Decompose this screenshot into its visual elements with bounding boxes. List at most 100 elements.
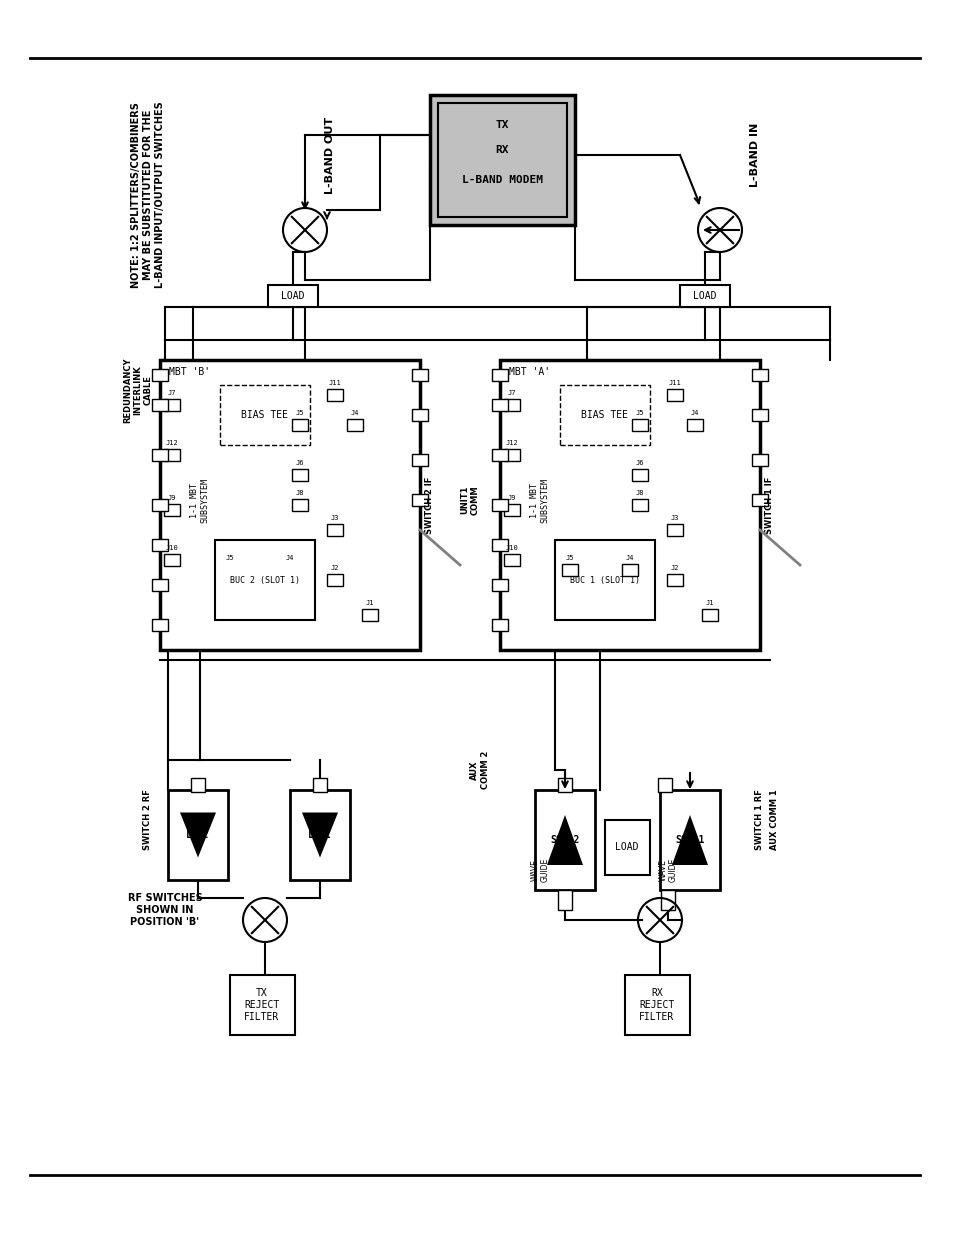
FancyBboxPatch shape — [412, 494, 428, 506]
FancyBboxPatch shape — [503, 450, 519, 461]
Text: J9: J9 — [507, 495, 516, 501]
Text: L-BAND OUT: L-BAND OUT — [325, 116, 335, 194]
FancyBboxPatch shape — [313, 778, 327, 792]
Polygon shape — [302, 813, 337, 857]
FancyBboxPatch shape — [164, 399, 180, 411]
FancyBboxPatch shape — [604, 820, 649, 876]
FancyBboxPatch shape — [412, 409, 428, 421]
Text: UNIT1
COMM: UNIT1 COMM — [459, 485, 479, 515]
FancyBboxPatch shape — [621, 564, 638, 576]
Text: TX
REJECT
FILTER: TX REJECT FILTER — [244, 988, 279, 1021]
FancyBboxPatch shape — [361, 609, 377, 621]
FancyBboxPatch shape — [679, 285, 729, 308]
FancyBboxPatch shape — [499, 359, 760, 650]
FancyBboxPatch shape — [492, 499, 507, 511]
Text: BUC 2 (SLOT 1): BUC 2 (SLOT 1) — [230, 576, 299, 584]
Text: NOTE: 1:2 SPLITTERS/COMBINERS
MAY BE SUBSTITUTED FOR THE
L-BAND INPUT/OUTPUT SWI: NOTE: 1:2 SPLITTERS/COMBINERS MAY BE SUB… — [132, 101, 165, 289]
FancyBboxPatch shape — [686, 419, 702, 431]
FancyBboxPatch shape — [561, 564, 578, 576]
Text: J5: J5 — [565, 555, 574, 561]
Text: J12: J12 — [505, 440, 517, 446]
Text: 1-1 MBT
SUBSYSTEM: 1-1 MBT SUBSYSTEM — [530, 478, 549, 522]
FancyBboxPatch shape — [347, 419, 363, 431]
Text: J1: J1 — [365, 600, 374, 606]
Text: LOAD: LOAD — [281, 291, 304, 301]
Text: J10: J10 — [505, 545, 517, 551]
Text: J3: J3 — [670, 515, 679, 521]
Text: LOAD: LOAD — [615, 842, 639, 852]
Text: J3: J3 — [331, 515, 339, 521]
FancyBboxPatch shape — [292, 469, 308, 480]
FancyBboxPatch shape — [666, 389, 682, 401]
Text: RX
REJECT
FILTER: RX REJECT FILTER — [639, 988, 674, 1021]
Text: J5: J5 — [635, 410, 643, 416]
FancyBboxPatch shape — [631, 469, 647, 480]
FancyBboxPatch shape — [659, 790, 720, 890]
Text: J10: J10 — [166, 545, 178, 551]
Text: MBT 'A': MBT 'A' — [509, 367, 550, 377]
FancyBboxPatch shape — [492, 450, 507, 461]
Text: RF SWITCHES
SHOWN IN
POSITION 'B': RF SWITCHES SHOWN IN POSITION 'B' — [128, 893, 202, 926]
FancyBboxPatch shape — [503, 555, 519, 566]
Text: SSPA2: SSPA2 — [550, 835, 579, 845]
Text: BIAS TEE: BIAS TEE — [241, 410, 288, 420]
FancyBboxPatch shape — [558, 778, 572, 792]
FancyBboxPatch shape — [751, 369, 767, 382]
FancyBboxPatch shape — [701, 609, 718, 621]
FancyBboxPatch shape — [152, 369, 168, 382]
FancyBboxPatch shape — [555, 540, 655, 620]
Text: TX: TX — [496, 120, 509, 130]
Text: J9: J9 — [168, 495, 176, 501]
FancyBboxPatch shape — [152, 450, 168, 461]
FancyBboxPatch shape — [327, 524, 343, 536]
FancyBboxPatch shape — [492, 399, 507, 411]
Text: AUX COMM 1: AUX COMM 1 — [770, 789, 779, 851]
FancyBboxPatch shape — [492, 538, 507, 551]
Text: J5: J5 — [226, 555, 234, 561]
Text: J5: J5 — [295, 410, 304, 416]
FancyBboxPatch shape — [559, 385, 649, 445]
FancyBboxPatch shape — [268, 285, 317, 308]
FancyBboxPatch shape — [492, 369, 507, 382]
FancyBboxPatch shape — [412, 369, 428, 382]
FancyBboxPatch shape — [751, 494, 767, 506]
FancyBboxPatch shape — [152, 619, 168, 631]
FancyBboxPatch shape — [503, 504, 519, 516]
Polygon shape — [546, 815, 582, 864]
Text: SWITCH 1 IF: SWITCH 1 IF — [764, 477, 774, 534]
FancyBboxPatch shape — [164, 504, 180, 516]
FancyBboxPatch shape — [222, 564, 237, 576]
Text: BUC 1 (SLOT 1): BUC 1 (SLOT 1) — [569, 576, 639, 584]
Text: J1: J1 — [705, 600, 714, 606]
FancyBboxPatch shape — [152, 499, 168, 511]
Text: J7: J7 — [507, 390, 516, 396]
Text: J11: J11 — [328, 380, 341, 387]
Text: J4: J4 — [690, 410, 699, 416]
FancyBboxPatch shape — [535, 790, 595, 890]
Text: J4: J4 — [351, 410, 359, 416]
Text: J2: J2 — [670, 564, 679, 571]
Text: RX: RX — [496, 144, 509, 156]
Text: J4: J4 — [286, 555, 294, 561]
Text: J12: J12 — [166, 440, 178, 446]
FancyBboxPatch shape — [290, 790, 350, 881]
FancyBboxPatch shape — [152, 399, 168, 411]
Text: J8: J8 — [295, 490, 304, 496]
FancyBboxPatch shape — [152, 579, 168, 592]
Text: L-BAND MODEM: L-BAND MODEM — [461, 175, 542, 185]
FancyBboxPatch shape — [631, 499, 647, 511]
FancyBboxPatch shape — [666, 524, 682, 536]
Text: LOAD: LOAD — [693, 291, 716, 301]
FancyBboxPatch shape — [168, 790, 228, 881]
Text: SSPA1: SSPA1 — [675, 835, 704, 845]
Text: AUX
COMM 2: AUX COMM 2 — [470, 751, 489, 789]
Text: LNB1: LNB1 — [308, 830, 332, 840]
FancyBboxPatch shape — [214, 540, 314, 620]
Text: J2: J2 — [331, 564, 339, 571]
Text: MBT 'B': MBT 'B' — [170, 367, 211, 377]
Text: LNB2: LNB2 — [186, 830, 210, 840]
FancyBboxPatch shape — [658, 778, 671, 792]
FancyBboxPatch shape — [292, 499, 308, 511]
FancyBboxPatch shape — [282, 564, 297, 576]
Text: J4: J4 — [625, 555, 634, 561]
